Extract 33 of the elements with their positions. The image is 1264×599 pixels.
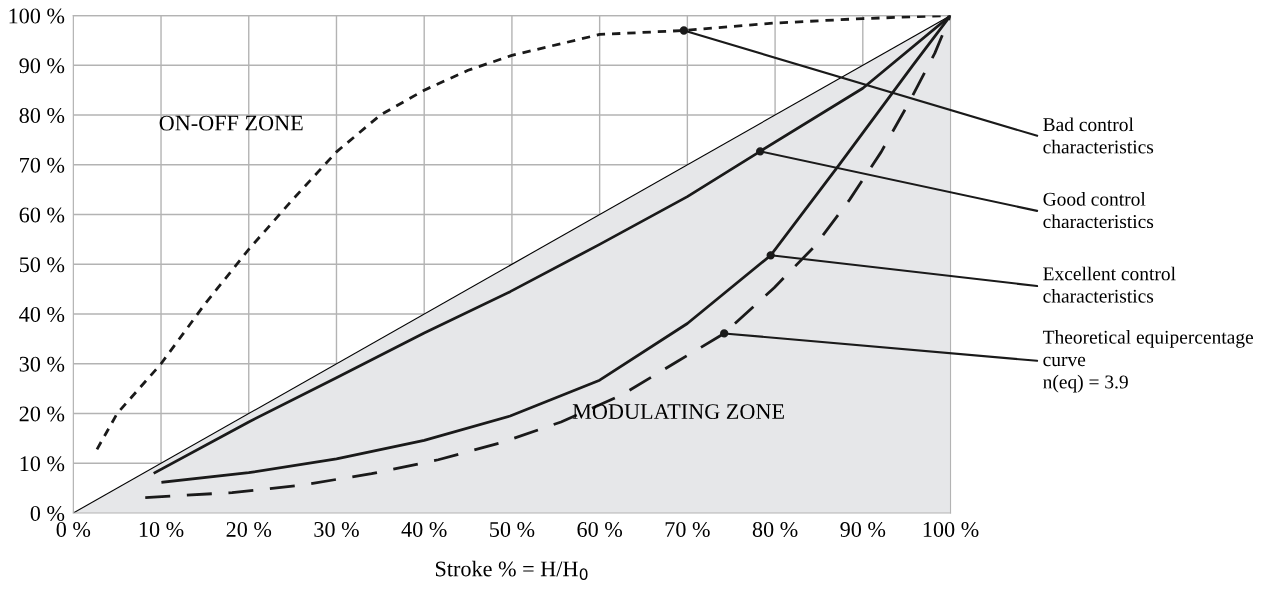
y-tick-label: 0 % bbox=[30, 505, 65, 521]
x-tick-label: 80 % bbox=[752, 521, 798, 538]
point bbox=[720, 329, 729, 338]
y-tick-label: 40 % bbox=[19, 306, 65, 323]
x-tick-label: 10 % bbox=[139, 521, 184, 538]
annotation: Bad control characteristics bbox=[1043, 117, 1154, 154]
x-tick-label: 30 % bbox=[314, 521, 359, 538]
x-tick-label: 40 % bbox=[401, 521, 447, 538]
y-tick-label: 100 % bbox=[9, 8, 65, 24]
point bbox=[766, 251, 775, 260]
y-tick-label: 10 % bbox=[20, 456, 65, 472]
x-tick-label: 90 % bbox=[840, 521, 886, 538]
y-tick-label: 90 % bbox=[19, 58, 65, 74]
x-tick-label: 20 % bbox=[226, 521, 272, 538]
x-axis-title: Stroke % = H/H$_{0}$ bbox=[435, 560, 588, 581]
x-tick-label: 50 % bbox=[490, 521, 535, 538]
y-tick-label: 70 % bbox=[20, 157, 65, 173]
x-tick-label: 60 % bbox=[577, 521, 623, 538]
y-tick-label: 50 % bbox=[19, 257, 65, 273]
annotation: MODULATING ZONE bbox=[572, 404, 784, 420]
point bbox=[756, 147, 765, 156]
annotation: Theoretical equipercentage curve n(eq) = 3.9 bbox=[1042, 330, 1254, 393]
annotation: Good control characteristics bbox=[1043, 192, 1154, 229]
annotation: ON-OFF ZONE bbox=[159, 115, 303, 131]
x-tick-label: 100 % bbox=[923, 521, 979, 538]
y-tick-label: 60 % bbox=[19, 207, 65, 223]
annotation: Excellent control characteristics bbox=[1043, 266, 1176, 303]
x-tick-label: 70 % bbox=[665, 521, 710, 538]
y-tick-label: 80 % bbox=[19, 107, 65, 124]
y-tick-label: 20 % bbox=[19, 406, 65, 422]
x-tick-label: 0 % bbox=[56, 521, 91, 538]
point bbox=[679, 26, 689, 35]
y-tick-label: 30 % bbox=[19, 356, 65, 372]
